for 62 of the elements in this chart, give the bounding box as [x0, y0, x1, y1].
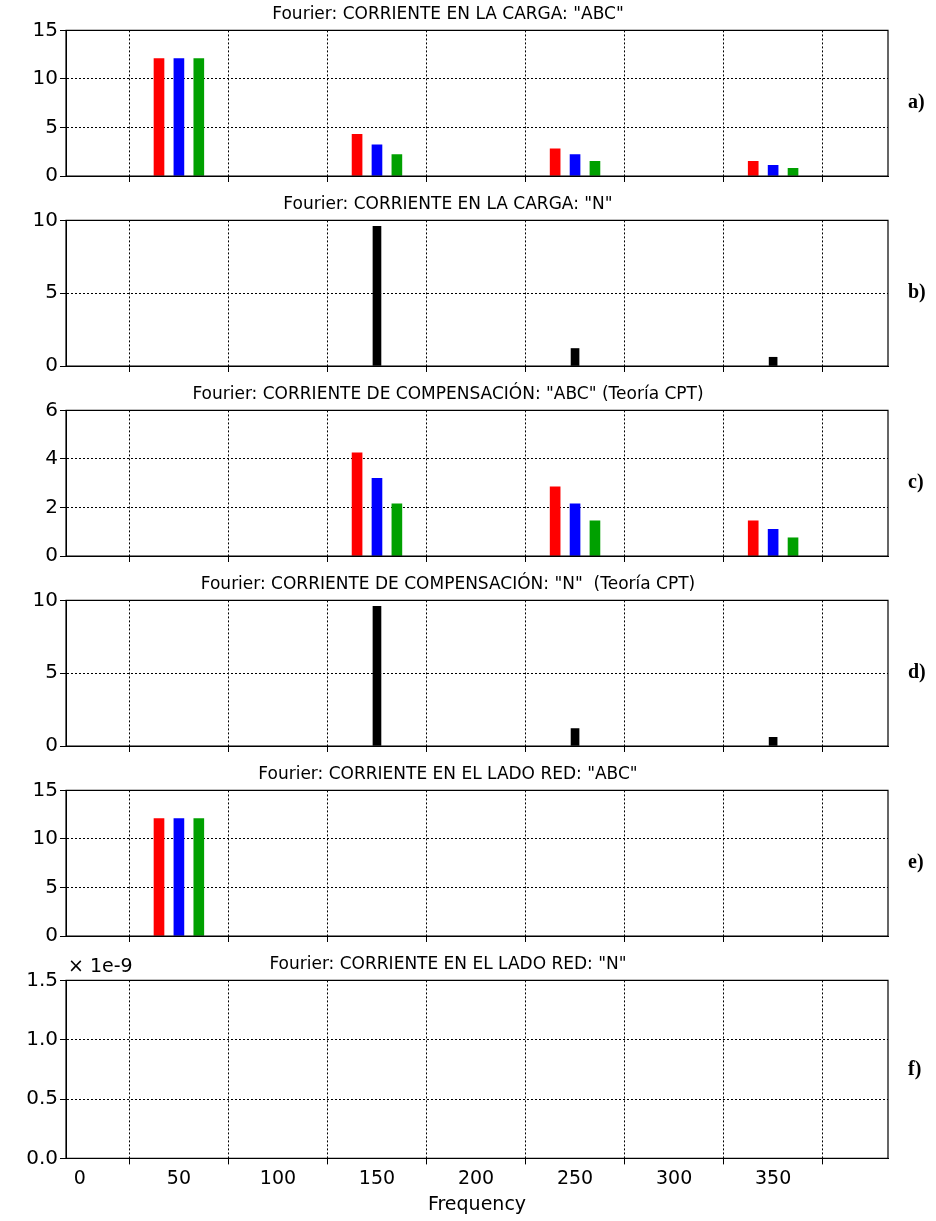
y-tick-label: 2	[45, 493, 58, 518]
y-tick-label: 5	[45, 279, 58, 304]
chart-title: Fourier: CORRIENTE DE COMPENSACIÓN: "N" (Teoría CPT)	[200, 571, 696, 593]
y-tick-label: 1.0	[26, 1025, 58, 1050]
bar	[371, 144, 383, 176]
x-axis-title: Frequency	[427, 1191, 527, 1214]
x-tick-label: 0	[73, 1165, 86, 1188]
x-tick-label: 150	[358, 1165, 396, 1188]
y-tick-label: 0.0	[26, 1144, 58, 1169]
y-tick-label: 6	[45, 396, 58, 421]
text: b)	[908, 280, 926, 304]
y-tick-label: 10	[32, 586, 58, 611]
bar	[371, 478, 383, 556]
chart-title: Fourier: CORRIENTE DE COMPENSACIÓN: "ABC" (Teoría CPT)	[192, 381, 704, 403]
y-tick-label: 10	[32, 825, 58, 850]
bar	[767, 528, 779, 556]
bar	[549, 486, 561, 556]
text: a)	[908, 90, 925, 114]
bar	[569, 503, 581, 556]
chart-title: Fourier: CORRIENTE EN LA CARGA: "N"	[283, 192, 613, 213]
y-tick-label: 4	[45, 445, 58, 470]
bar	[391, 154, 403, 176]
y-tick-label: 0	[45, 162, 58, 187]
bar	[787, 537, 799, 556]
y-tick-label: 0.5	[26, 1085, 58, 1110]
x-tick-label: 100	[259, 1165, 297, 1188]
bar	[351, 452, 363, 556]
y-tick-label: 15	[32, 16, 58, 41]
bar	[173, 58, 185, 176]
text: e)	[908, 850, 924, 874]
y-tick-label: 0	[45, 542, 58, 567]
x-tick-label: 250	[556, 1165, 594, 1188]
bar	[193, 58, 205, 176]
y-tick-label: 0	[45, 352, 58, 377]
x-tick-label: 200	[457, 1165, 495, 1188]
x-tick-label: 350	[754, 1165, 792, 1188]
bar	[549, 148, 561, 176]
y-tick-label: 10	[32, 65, 58, 90]
y-tick-label: 1.5	[26, 966, 58, 991]
x-tick-label: 50	[166, 1165, 191, 1188]
x-tick-label: 300	[655, 1165, 693, 1188]
text: d)	[908, 660, 926, 684]
text: c)	[908, 470, 924, 494]
bar	[747, 520, 759, 556]
y-tick-label: 5	[45, 113, 58, 138]
y-tick-label: 5	[45, 873, 58, 898]
bar	[351, 133, 363, 176]
y-tick-label: 0	[45, 732, 58, 757]
chart-title: Fourier: CORRIENTE EN EL LADO RED: "N"	[269, 952, 627, 973]
bar	[589, 520, 601, 556]
bar	[153, 58, 165, 176]
y-tick-label: 15	[32, 776, 58, 801]
bar	[391, 503, 403, 556]
bar	[569, 154, 581, 176]
bar	[747, 161, 759, 176]
chart-title: Fourier: CORRIENTE EN EL LADO RED: "ABC"	[258, 762, 638, 783]
text: × 1e-9	[68, 953, 133, 976]
y-tick-label: 10	[32, 206, 58, 231]
chart-title: Fourier: CORRIENTE EN LA CARGA: "ABC"	[272, 2, 624, 23]
y-tick-label: 0	[45, 922, 58, 947]
text: f)	[908, 1056, 922, 1080]
y-tick-label: 5	[45, 659, 58, 684]
